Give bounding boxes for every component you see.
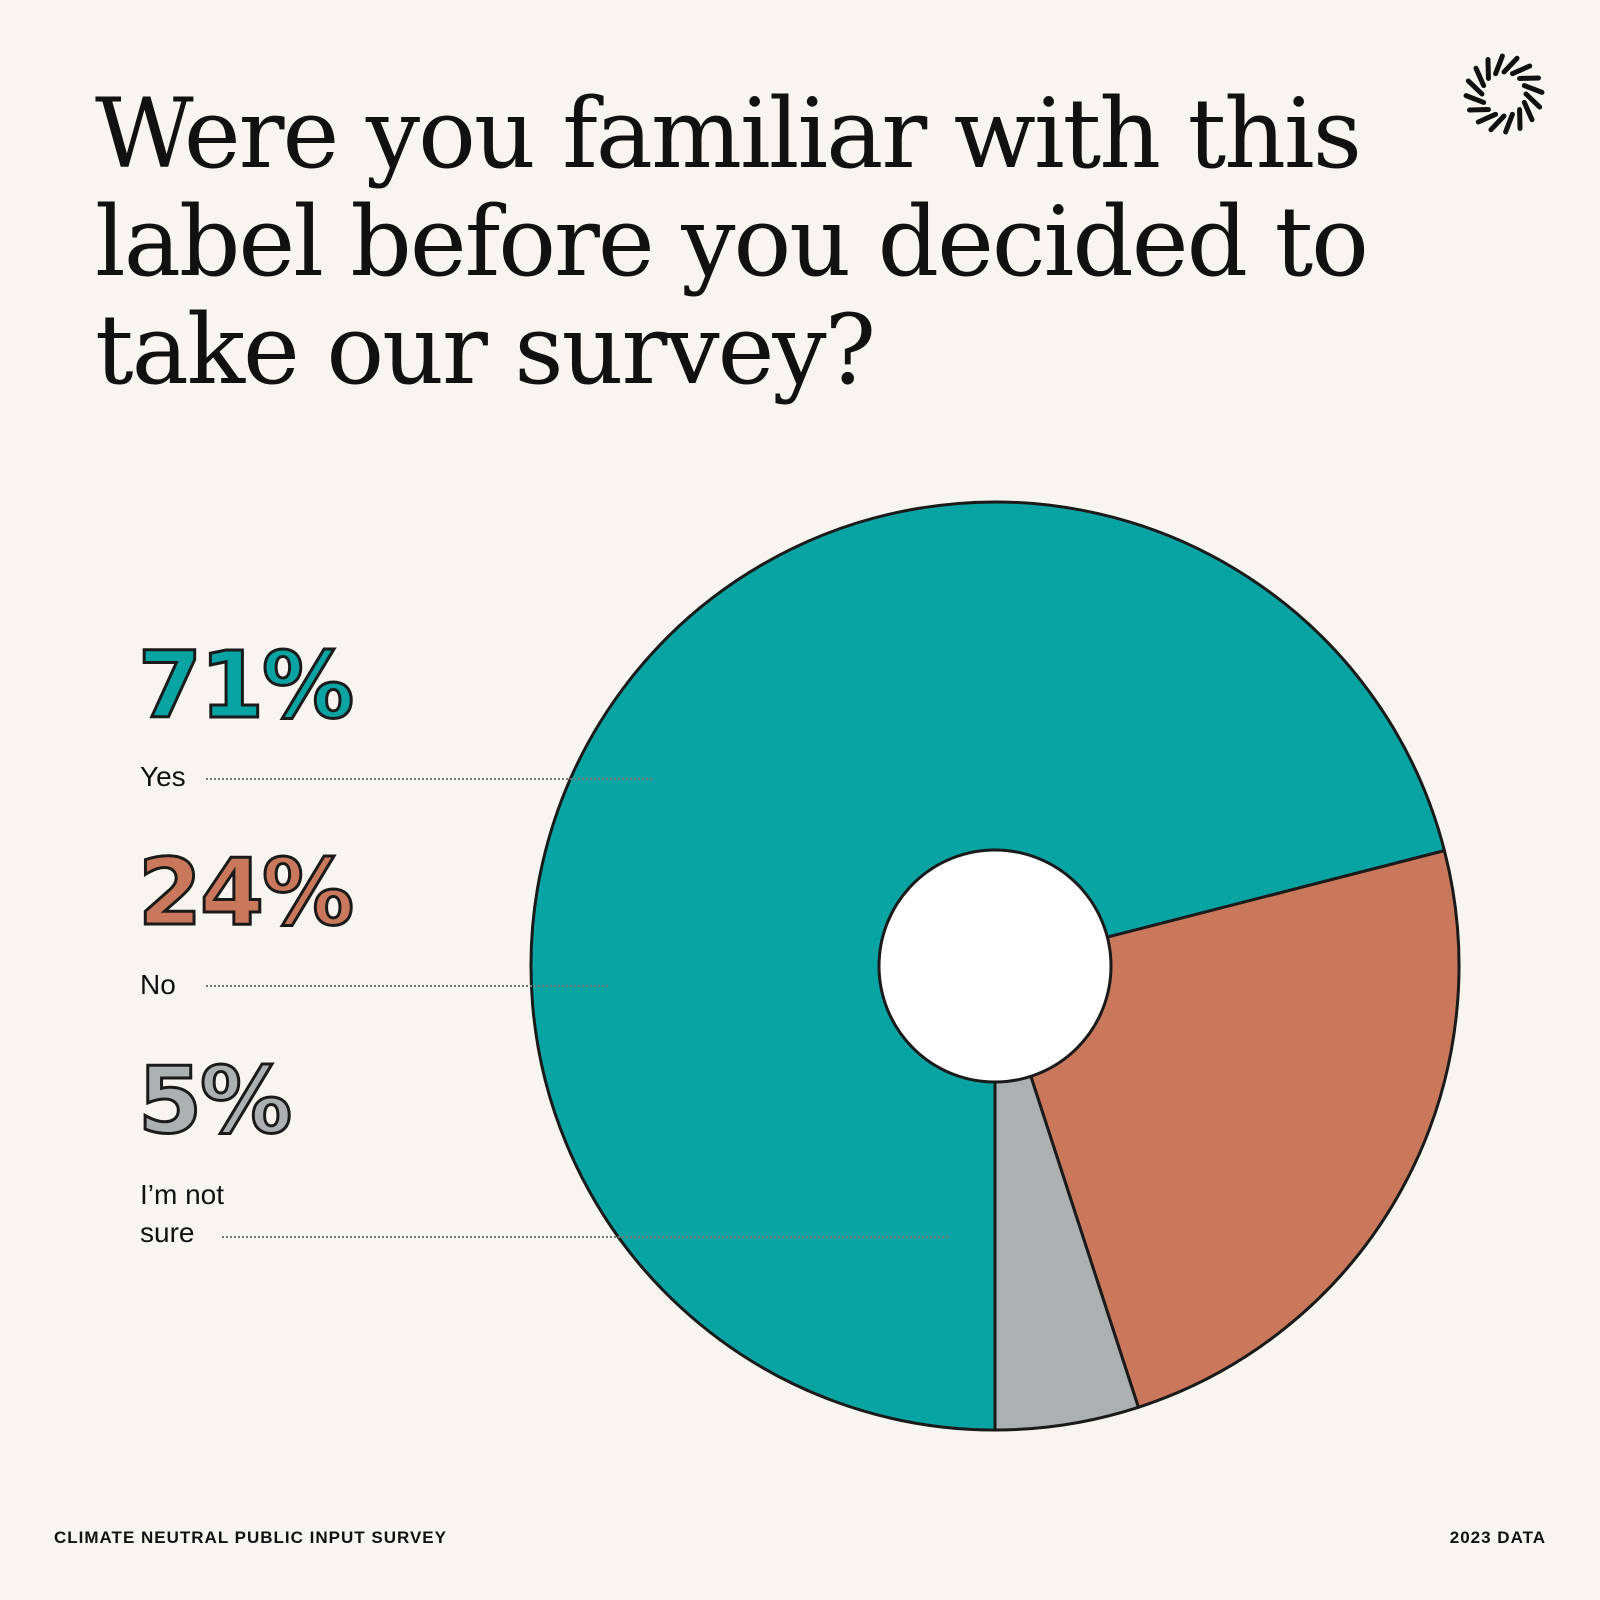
slice-label-yes: Yes bbox=[140, 761, 186, 792]
logo-ray bbox=[1521, 99, 1535, 123]
logo-ray bbox=[1501, 55, 1520, 75]
leader-line-yes bbox=[206, 778, 652, 780]
logo-ray bbox=[1509, 63, 1533, 77]
footer-source: CLIMATE NEUTRAL PUBLIC INPUT SURVEY bbox=[54, 1528, 447, 1547]
slice-value-no: 24% bbox=[136, 839, 355, 946]
logo-ray bbox=[1521, 83, 1545, 95]
slice-no bbox=[993, 849, 1461, 1409]
logo-ray bbox=[1488, 113, 1507, 133]
leader-line-no bbox=[206, 985, 608, 987]
leader-line-not-sure bbox=[222, 1236, 948, 1238]
slice-label-not-sure-line-1: I’m not bbox=[140, 1179, 225, 1210]
logo-ray bbox=[1465, 78, 1485, 97]
slice-i-m-not-sure bbox=[993, 964, 1140, 1432]
footer-year: 2023 DATA bbox=[1449, 1528, 1546, 1547]
slice-value-not-sure: 5% bbox=[136, 1047, 293, 1154]
logo-ray bbox=[1523, 91, 1543, 110]
slice-label-not-sure: I’m not sure bbox=[140, 1176, 224, 1252]
logo-ray bbox=[1463, 93, 1487, 105]
logo-ray bbox=[1503, 111, 1515, 135]
slice-value-yes: 71% bbox=[136, 632, 355, 739]
slice-label-no: No bbox=[140, 969, 176, 1000]
donut-hole bbox=[877, 848, 1113, 1084]
slice-label-not-sure-line-2: sure bbox=[140, 1217, 195, 1248]
logo-ray bbox=[1475, 111, 1499, 125]
logo-ray bbox=[1473, 65, 1487, 89]
sunburst-logo-icon bbox=[1463, 53, 1545, 135]
logo-ray bbox=[1493, 53, 1505, 77]
chart-title: Were you familiar with this label before… bbox=[95, 78, 1369, 406]
